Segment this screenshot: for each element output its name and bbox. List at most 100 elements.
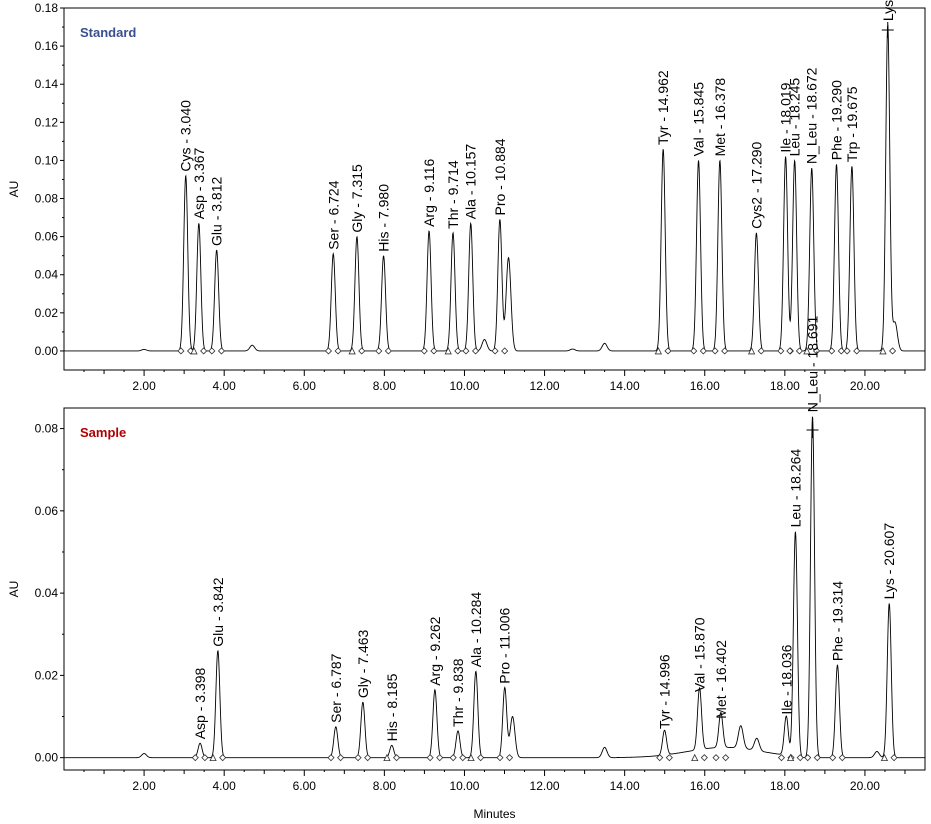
peak-label: Pro - 10.884 bbox=[492, 138, 508, 215]
x-tick-label: 6.00 bbox=[293, 779, 317, 793]
baseline-marker-diamond bbox=[200, 347, 208, 355]
x-tick-label: 18.00 bbox=[770, 379, 800, 393]
y-tick-label: 0.18 bbox=[35, 1, 59, 15]
peak-label: Glu - 3.842 bbox=[210, 577, 226, 646]
baseline-marker-diamond bbox=[795, 347, 804, 355]
baseline-marker-diamond bbox=[208, 347, 216, 355]
peak-label: Lys - 20.570 bbox=[880, 0, 896, 21]
peak-label: Phe - 19.314 bbox=[829, 581, 845, 661]
baseline-marker-diamond bbox=[888, 347, 897, 355]
y-tick-label: 0.14 bbox=[35, 77, 59, 91]
peak-label: Trp - 19.675 bbox=[844, 86, 860, 162]
peak-label: Glu - 3.812 bbox=[209, 176, 225, 245]
y-tick-label: 0.10 bbox=[35, 153, 59, 167]
baseline-marker-diamond bbox=[327, 754, 335, 762]
baseline-marker-triangle bbox=[880, 753, 889, 762]
y-tick-label: 0.02 bbox=[35, 306, 59, 320]
baseline-marker-diamond bbox=[838, 754, 846, 762]
baseline-marker-diamond bbox=[384, 347, 392, 355]
peak-label: Phe - 19.290 bbox=[828, 80, 844, 160]
x-tick-label: 20.00 bbox=[850, 379, 880, 393]
baseline-marker-diamond bbox=[890, 754, 898, 762]
baseline-marker-diamond bbox=[491, 347, 499, 355]
peak-label: Asp - 3.398 bbox=[192, 667, 208, 739]
peak-label: Met - 16.378 bbox=[712, 78, 728, 157]
peak-label: Thr - 9.714 bbox=[445, 160, 461, 229]
baseline-marker-triangle bbox=[654, 347, 663, 355]
x-tick-label: 14.00 bbox=[610, 379, 640, 393]
x-tick-label: 12.00 bbox=[530, 779, 560, 793]
peak-label: Leu - 18.245 bbox=[787, 78, 803, 157]
baseline-marker-triangle bbox=[879, 347, 887, 355]
x-tick-label: 10.00 bbox=[449, 379, 479, 393]
baseline-marker-diamond bbox=[690, 347, 698, 355]
baseline-marker-diamond bbox=[477, 754, 485, 762]
baseline-marker-diamond bbox=[813, 754, 821, 762]
baseline-marker-diamond bbox=[420, 347, 428, 355]
peak-label: Lys - 20.607 bbox=[881, 523, 897, 600]
baseline-marker-diamond bbox=[699, 347, 707, 355]
y-axis-title: AU bbox=[7, 181, 21, 198]
x-tick-label: 12.00 bbox=[530, 379, 560, 393]
baseline-marker-triangle bbox=[383, 753, 391, 762]
baseline-marker-diamond bbox=[217, 347, 226, 355]
baseline-marker-diamond bbox=[334, 347, 342, 355]
y-tick-label: 0.04 bbox=[35, 586, 59, 600]
baseline-marker-diamond bbox=[501, 347, 509, 355]
baseline-marker-triangle bbox=[691, 753, 699, 762]
baseline-marker-diamond bbox=[656, 754, 664, 762]
baseline-marker-triangle bbox=[786, 753, 795, 762]
peak-label: Gly - 7.315 bbox=[349, 164, 365, 233]
baseline-marker-triangle bbox=[444, 347, 452, 355]
baseline-marker-triangle bbox=[803, 347, 811, 355]
baseline-marker-diamond bbox=[426, 754, 434, 762]
panel-title: Sample bbox=[80, 425, 126, 440]
baseline-marker-diamond bbox=[829, 754, 837, 762]
x-tick-label: 16.00 bbox=[690, 379, 720, 393]
plot-frame bbox=[63, 7, 926, 371]
x-tick-label: 8.00 bbox=[373, 779, 397, 793]
peak-label: Pro - 11.006 bbox=[497, 608, 513, 684]
peak-label: Thr - 9.838 bbox=[450, 658, 466, 727]
baseline-marker-triangle bbox=[747, 347, 756, 355]
x-tick-label: 18.00 bbox=[770, 779, 800, 793]
baseline-marker-diamond bbox=[201, 754, 209, 762]
plot-frame bbox=[63, 407, 926, 771]
x-tick-label: 10.00 bbox=[449, 779, 479, 793]
baseline-marker-diamond bbox=[837, 347, 845, 355]
baseline-marker-diamond bbox=[430, 347, 438, 355]
peak-label: His - 8.185 bbox=[384, 673, 400, 741]
baseline-marker-diamond bbox=[177, 347, 185, 355]
y-tick-label: 0.08 bbox=[35, 192, 59, 206]
y-tick-label: 0.06 bbox=[35, 230, 59, 244]
baseline-marker-diamond bbox=[828, 347, 836, 355]
peak-label: Tyr - 14.962 bbox=[655, 70, 671, 145]
baseline-marker-diamond bbox=[712, 754, 720, 762]
peak-label: Asp - 3.367 bbox=[191, 147, 207, 219]
panel-title: Standard bbox=[80, 25, 136, 40]
y-tick-label: 0.02 bbox=[35, 668, 59, 682]
baseline-marker-diamond bbox=[786, 347, 794, 355]
peak-label: Ile - 18.019 bbox=[778, 82, 794, 152]
peak-label: Arg - 9.262 bbox=[427, 616, 443, 685]
baseline-marker-diamond bbox=[436, 754, 444, 762]
peak-label: Cys2 - 17.290 bbox=[748, 141, 764, 228]
baseline-marker-diamond bbox=[459, 754, 467, 762]
baseline-marker-diamond bbox=[722, 754, 730, 762]
baseline-marker-diamond bbox=[471, 347, 480, 355]
baseline-marker-diamond bbox=[454, 347, 462, 355]
x-tick-label: 8.00 bbox=[373, 379, 397, 393]
peak-label: Met - 16.402 bbox=[713, 640, 729, 719]
x-tick-label: 20.00 bbox=[850, 779, 880, 793]
peak-label: Ala - 10.157 bbox=[463, 144, 479, 220]
peak-label: Cys - 3.040 bbox=[178, 100, 194, 172]
peak-label: Gly - 7.463 bbox=[355, 629, 371, 698]
baseline-marker-diamond bbox=[664, 347, 672, 355]
y-tick-label: 0.12 bbox=[35, 115, 59, 129]
baseline-marker-diamond bbox=[711, 347, 719, 355]
peak-label: Leu - 18.264 bbox=[787, 449, 803, 528]
y-tick-label: 0.00 bbox=[35, 344, 59, 358]
baseline-marker-diamond bbox=[462, 347, 470, 355]
baseline-marker-diamond bbox=[757, 347, 765, 355]
baseline-marker-diamond bbox=[700, 754, 708, 762]
